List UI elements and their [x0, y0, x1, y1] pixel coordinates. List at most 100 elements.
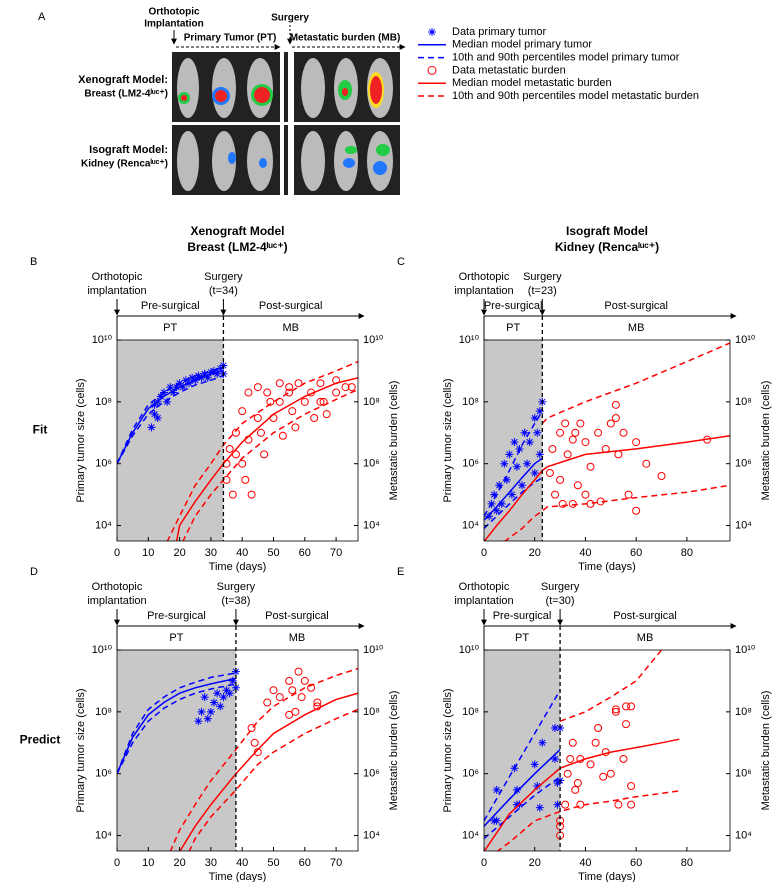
- axes-frame: [116, 649, 359, 852]
- phase-label: Pre-surgical: [484, 300, 543, 312]
- data-point: [624, 490, 633, 499]
- data-point: [525, 438, 534, 447]
- implantation-label: Implantation: [144, 19, 203, 30]
- chart-title: Isograft Model: [566, 224, 648, 238]
- y-tick-label: 10⁸: [462, 396, 479, 408]
- plot-area: [117, 667, 358, 851]
- row-label: Fit: [33, 423, 48, 437]
- plot-area: [117, 360, 358, 541]
- data-point: [538, 738, 547, 747]
- axes-frame: [483, 649, 731, 852]
- data-point: [316, 397, 325, 406]
- data-point: [206, 368, 215, 377]
- data-point: [535, 450, 544, 459]
- data-point: [150, 410, 159, 419]
- data-point: [307, 683, 316, 692]
- data-point: [492, 816, 501, 825]
- row-tissue: Breast (LM2-4ˡᵘᶜ⁺): [84, 89, 168, 100]
- data-point: [291, 707, 300, 716]
- data-point: [341, 383, 350, 392]
- data-point: [285, 676, 294, 685]
- data-point: [285, 388, 294, 397]
- model-line: [484, 749, 561, 827]
- y-tick-label: 10¹⁰: [92, 334, 113, 346]
- y2-tick-label: 10¹⁰: [735, 334, 756, 346]
- data-point: [291, 423, 300, 432]
- data-point: [159, 388, 168, 397]
- y2-tick-label: 10⁶: [735, 458, 752, 470]
- x-tick-label: 60: [630, 857, 642, 869]
- phase-label: Post-surgical: [259, 300, 323, 312]
- data-point: [163, 397, 172, 406]
- y2-tick-label: 10⁸: [363, 396, 380, 408]
- data-point: [614, 450, 623, 459]
- data-point: [300, 676, 309, 685]
- data-point: [172, 383, 181, 392]
- data-point: [556, 724, 565, 733]
- legend-label: Median model metastatic burden: [452, 77, 612, 89]
- data-point: [288, 407, 297, 416]
- data-point: [586, 760, 595, 769]
- data-point: [611, 707, 620, 716]
- data-point: [294, 667, 303, 676]
- data-point: [561, 800, 570, 809]
- data-point: [510, 438, 519, 447]
- x-tick-label: 80: [681, 857, 693, 869]
- data-point: [502, 475, 511, 484]
- legend-label: 10th and 90th percentiles model primary …: [452, 52, 680, 64]
- data-point: [216, 702, 225, 711]
- model-line: [541, 342, 730, 425]
- data-point: [492, 785, 501, 794]
- data-point: [606, 769, 615, 778]
- model-line: [496, 790, 680, 851]
- implantation-label: implantation: [87, 285, 146, 297]
- data-point: [288, 686, 297, 695]
- phase-label: MB: [628, 322, 645, 334]
- pt-header: Primary Tumor (PT): [184, 33, 277, 44]
- chart: D Predict Orthotopic implantation Surgery (t=…: [20, 566, 400, 883]
- data-point: [611, 705, 620, 714]
- model-line: [484, 689, 561, 822]
- phase-label: MB: [637, 632, 654, 644]
- phase-label: Pre-surgical: [493, 610, 552, 622]
- data-point: [573, 481, 582, 490]
- model-line: [117, 677, 237, 774]
- legend-label: 10th and 90th percentiles model metastat…: [452, 90, 699, 102]
- data-point: [253, 383, 262, 392]
- surgery-label: (t=38): [221, 595, 250, 607]
- data-point: [260, 450, 269, 459]
- implantation-label: Orthotopic: [459, 581, 510, 593]
- data-point: [347, 383, 356, 392]
- row-model: Isograft Model:: [89, 144, 168, 156]
- model-line: [166, 360, 358, 541]
- x-axis-label: Time (days): [578, 561, 636, 573]
- surgery-label: Surgery: [523, 271, 562, 283]
- data-point: [332, 388, 341, 397]
- data-point: [606, 419, 615, 428]
- data-point: [228, 490, 237, 499]
- pre-surgical-region: [117, 650, 236, 851]
- data-point: [241, 475, 250, 484]
- data-point: [627, 800, 636, 809]
- data-point: [619, 754, 628, 763]
- data-point: [622, 702, 631, 711]
- data-point: [203, 373, 212, 382]
- data-point: [210, 698, 219, 707]
- data-point: [553, 800, 562, 809]
- y-tick-label: 10⁸: [95, 396, 112, 408]
- data-point: [225, 689, 234, 698]
- data-point: [244, 388, 253, 397]
- data-point: [566, 754, 575, 763]
- model-line: [484, 738, 680, 851]
- data-point: [551, 724, 560, 733]
- data-point: [500, 459, 509, 468]
- x-tick-label: 0: [481, 857, 487, 869]
- surgery-label: Surgery: [271, 13, 309, 24]
- data-point: [533, 428, 542, 437]
- y-tick-label: 10⁴: [462, 519, 479, 531]
- data-point: [316, 379, 325, 388]
- y2-axis-label: Metastatic burden (cells): [760, 691, 772, 811]
- data-point: [563, 450, 572, 459]
